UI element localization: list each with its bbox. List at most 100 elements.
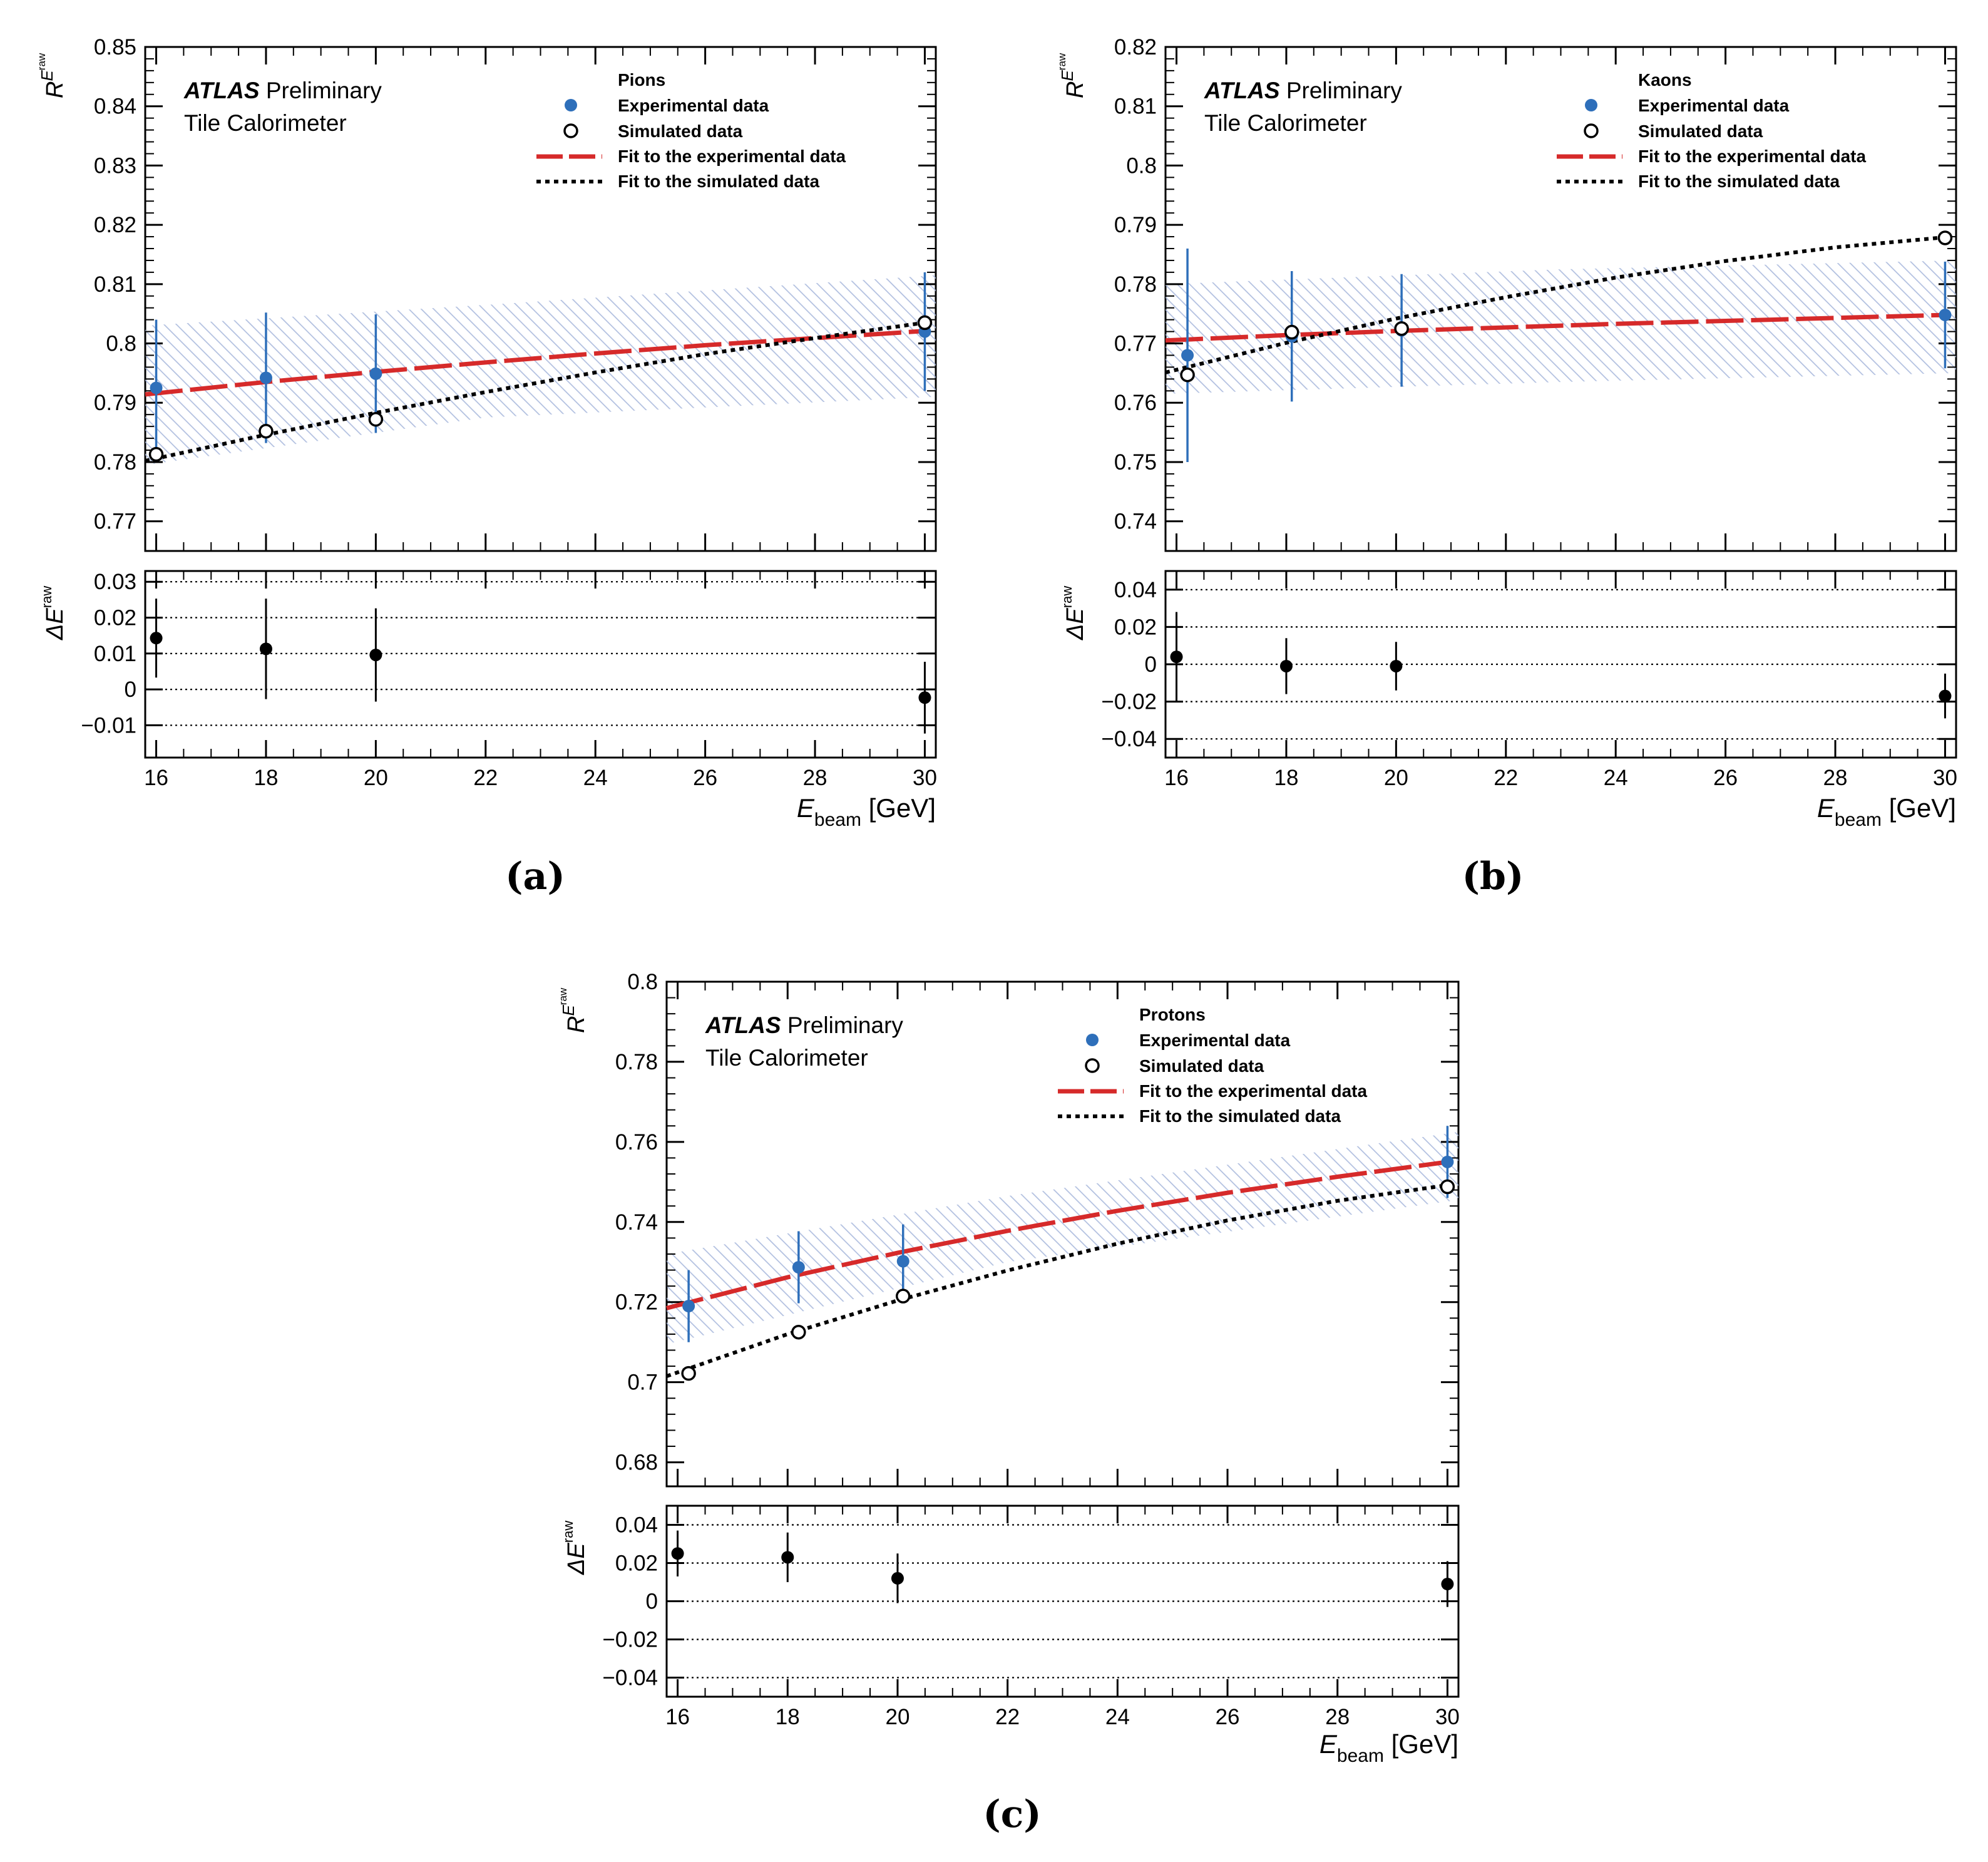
- legend-exp-marker: [1585, 99, 1597, 111]
- panel-label: (a): [505, 855, 565, 898]
- atlas-label-bold: ATLAS: [183, 78, 260, 103]
- y-tick-label: 0.79: [1114, 213, 1157, 237]
- ratio-plot: −0.01 0 0.01 0.02 0.03 16 18 20 22 24 26 28 30 ΔEraw: [39, 570, 937, 790]
- ratio-point: [150, 632, 163, 645]
- ratio-point: [1279, 659, 1293, 672]
- ratio-x-axis: 16 18 20 22 24 26 28 30: [665, 1506, 1460, 1729]
- y-tick-label: 0.76: [1114, 391, 1157, 415]
- simulated-point: [148, 446, 164, 462]
- x-tick-label: 16: [665, 1705, 690, 1729]
- experimental-point: [150, 381, 163, 394]
- y-tick-label: 0.76: [615, 1130, 658, 1155]
- atlas-label-bold: ATLAS: [1204, 78, 1280, 103]
- ratio-y-tick-label: 0.02: [615, 1551, 658, 1576]
- ratio-point: [259, 642, 272, 656]
- ratio-point: [1390, 659, 1403, 672]
- y-tick-label: 0.74: [1114, 510, 1157, 534]
- simulated-point: [895, 1288, 911, 1304]
- simulated-point: [681, 1366, 696, 1381]
- ratio-point: [671, 1547, 684, 1560]
- x-tick-label: 30: [1933, 766, 1957, 790]
- legend-sim-marker: [563, 123, 578, 138]
- legend-fit-sim-label: Fit to the simulated data: [1139, 1106, 1341, 1126]
- main-x-ticks: [1176, 47, 1946, 551]
- experimental-point: [369, 367, 382, 380]
- legend-fit-exp-label: Fit to the experimental data: [1638, 147, 1866, 166]
- y-tick-label: 0.8: [106, 332, 136, 356]
- legend-sim-label: Simulated data: [618, 121, 743, 141]
- ratio-y-tick-label: −0.02: [602, 1628, 658, 1652]
- simulated-point: [259, 423, 274, 439]
- x-axis-title: Ebeam [GeV]: [1319, 1729, 1458, 1766]
- ratio-y-tick-label: −0.04: [1101, 727, 1157, 751]
- main-plot: 0.68 0.7 0.72 0.74 0.76 0.78 0.8 ATLAS Prelimin…: [557, 970, 1460, 1488]
- main-y-axis-title: REraw: [1056, 53, 1089, 98]
- ratio-point: [1441, 1578, 1454, 1591]
- x-tick-label: 18: [254, 766, 278, 790]
- x-tick-label: 24: [583, 766, 608, 790]
- main-y-axis: 0.68 0.7 0.72 0.74 0.76 0.78 0.8: [615, 970, 1458, 1475]
- ratio-point: [1939, 689, 1952, 702]
- main-y-axis: 0.74 0.75 0.76 0.77 0.78 0.79 0.8 0.81 0.82: [1114, 35, 1956, 534]
- ratio-y-tick-label: 0.04: [1114, 578, 1157, 602]
- ratio-plot: −0.04 −0.02 0 0.02 0.04 16 18 20 22 24 26 28 30 ΔEraw: [560, 1505, 1460, 1729]
- legend: Kaons Experimental data Simulated data Fit …: [1557, 70, 1866, 191]
- x-tick-label: 26: [693, 766, 717, 790]
- x-axis-title: Ebeam [GeV]: [797, 793, 936, 830]
- ratio-y-tick-label: 0: [1145, 652, 1157, 677]
- simulated-point: [1440, 1179, 1455, 1195]
- legend-title: Kaons: [1638, 70, 1692, 90]
- simulated-point: [1180, 367, 1195, 383]
- legend: Protons Experimental data Simulated data Fi…: [1058, 1005, 1367, 1126]
- ratio-y-tick-label: 0.02: [1114, 615, 1157, 639]
- ratio-point: [781, 1551, 794, 1564]
- fit-simulated-curve: [145, 321, 925, 463]
- simulated-point: [791, 1324, 806, 1340]
- legend-exp-label: Experimental data: [1638, 96, 1790, 115]
- experimental-point: [1441, 1155, 1454, 1168]
- y-tick-label: 0.75: [1114, 450, 1157, 475]
- legend-exp-marker: [565, 99, 577, 111]
- main-y-axis: 0.77 0.78 0.79 0.8 0.81 0.82 0.83 0.84 0.85: [94, 35, 936, 534]
- y-tick-label: 0.74: [615, 1210, 658, 1235]
- y-tick-label: 0.83: [94, 153, 136, 178]
- simulated-point: [1394, 321, 1409, 336]
- x-tick-label: 20: [364, 766, 388, 790]
- x-tick-label: 26: [1216, 1705, 1240, 1729]
- simulated-point: [1937, 230, 1953, 245]
- ratio-y-axis-title: ΔEraw: [39, 586, 68, 640]
- ratio-point: [891, 1571, 904, 1585]
- ratio-y-tick-label: −0.01: [81, 713, 136, 738]
- ratio-y-tick-label: 0.01: [94, 642, 136, 666]
- ratio-y-tick-label: −0.02: [1101, 690, 1157, 714]
- experimental-point: [792, 1261, 805, 1274]
- main-plot: 0.74 0.75 0.76 0.77 0.78 0.79 0.8 0.81 0.82 ATLAS…: [1056, 35, 1957, 552]
- x-tick-label: 16: [1164, 766, 1189, 790]
- y-tick-label: 0.72: [615, 1290, 658, 1315]
- y-tick-label: 0.8: [627, 970, 658, 994]
- x-tick-label: 18: [776, 1705, 800, 1729]
- x-tick-label: 22: [995, 1705, 1020, 1729]
- x-tick-label: 28: [1823, 766, 1848, 790]
- chart-panel-3: 0.68 0.7 0.72 0.74 0.76 0.78 0.8 ATLAS Prelimin…: [557, 970, 1460, 1836]
- x-tick-label: 16: [144, 766, 168, 790]
- experimental-point: [1181, 349, 1194, 362]
- ratio-point: [1170, 651, 1183, 664]
- subtitle-tile-calorimeter: Tile Calorimeter: [184, 110, 347, 136]
- x-tick-label: 30: [1435, 1705, 1460, 1729]
- ratio-y-axis-title: ΔEraw: [560, 1521, 590, 1575]
- y-tick-label: 0.84: [94, 95, 136, 119]
- x-tick-label: 18: [1274, 766, 1298, 790]
- y-tick-label: 0.79: [94, 391, 136, 415]
- legend-exp-marker: [1086, 1034, 1099, 1046]
- atlas-label: ATLAS Preliminary: [705, 1012, 903, 1038]
- y-tick-label: 0.82: [1114, 35, 1157, 59]
- legend: Pions Experimental data Simulated data Fit …: [536, 70, 846, 191]
- legend-sim-marker: [1584, 123, 1599, 138]
- fit-simulated-curve: [666, 1183, 1448, 1378]
- y-tick-label: 0.68: [615, 1451, 658, 1475]
- simulated-point: [1284, 324, 1299, 340]
- experimental-point: [259, 371, 272, 384]
- simulated-point: [917, 315, 933, 331]
- fit-experimental-curve: [1165, 312, 1945, 343]
